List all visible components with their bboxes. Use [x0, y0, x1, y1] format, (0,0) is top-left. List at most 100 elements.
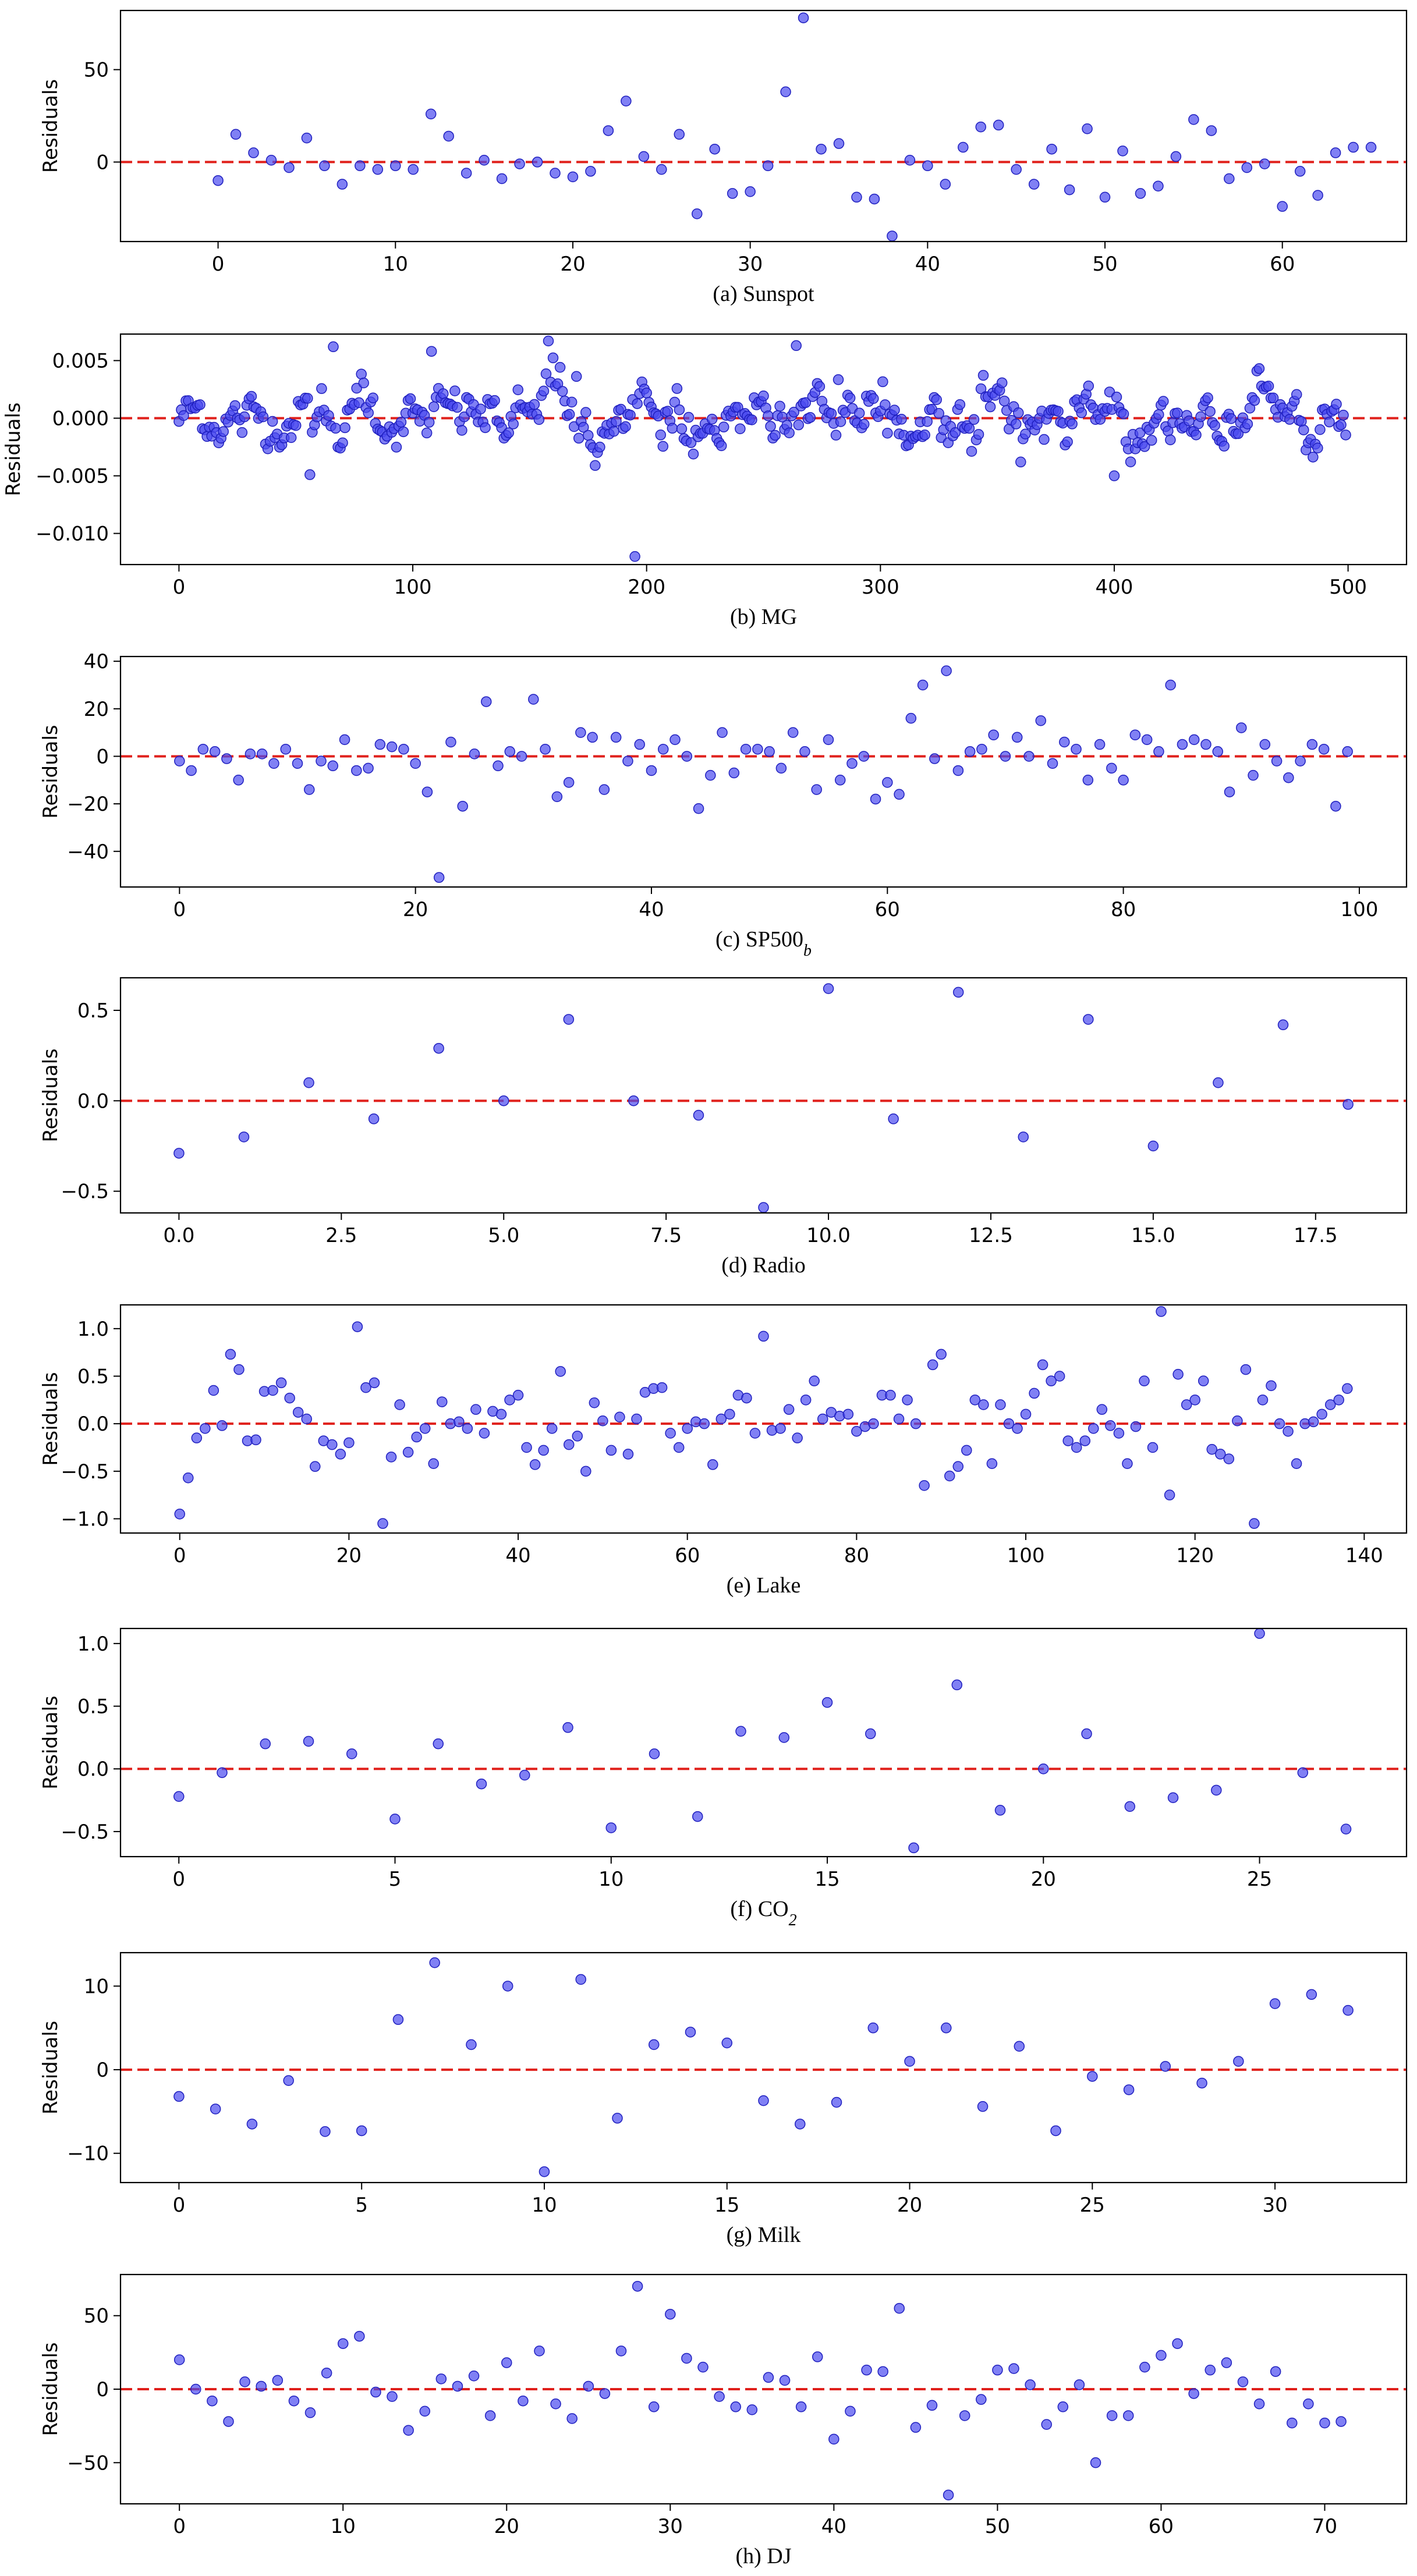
- residual-point: [641, 387, 652, 399]
- residual-point: [1064, 184, 1075, 196]
- residual-point: [1108, 470, 1120, 481]
- residual-point: [608, 425, 619, 437]
- residual-point: [221, 753, 232, 764]
- residual-point: [1259, 158, 1270, 169]
- y-tick-label: 0.5: [77, 1695, 109, 1719]
- residual-point: [1172, 1368, 1184, 1380]
- residual-point: [1071, 743, 1082, 755]
- y-tick-label: 0.000: [52, 407, 109, 431]
- residual-point: [575, 1974, 586, 1985]
- residual-point: [502, 1981, 513, 1992]
- y-tick-label: −0.5: [61, 1180, 109, 1204]
- residual-point: [540, 743, 551, 755]
- residual-point: [534, 2346, 545, 2357]
- residual-point: [1118, 775, 1129, 786]
- residual-point: [799, 746, 810, 757]
- x-tick-label: 80: [844, 1544, 869, 1567]
- x-tick-label: 100: [1340, 898, 1378, 921]
- residual-point: [614, 1411, 625, 1422]
- x-tick-label: 5: [355, 2194, 368, 2217]
- residual-point: [174, 755, 185, 767]
- panel-caption: (f) CO2: [730, 1897, 796, 1929]
- residual-point: [629, 551, 640, 562]
- residual-point: [337, 437, 348, 449]
- residual-point: [780, 86, 791, 97]
- residual-point: [1223, 1453, 1235, 1464]
- x-tick-label: 40: [639, 898, 664, 921]
- y-tick-label: 50: [84, 2305, 109, 2328]
- y-axis-label: Residuals: [39, 1372, 62, 1466]
- residual-point: [316, 755, 327, 767]
- residual-point: [1284, 414, 1295, 425]
- residual-point: [1023, 751, 1035, 762]
- residual-point: [823, 734, 834, 746]
- residual-point: [858, 418, 870, 430]
- residual-point: [1225, 413, 1237, 424]
- residual-point: [280, 743, 291, 755]
- residual-point: [1082, 775, 1094, 786]
- panel-8: 0 10 20 30 40 50 60 70 −50 0 50 Residuals (h) DJ: [39, 2273, 1408, 2568]
- residual-point: [369, 1377, 380, 1389]
- caption-text: (e) Lake: [727, 1573, 801, 1598]
- panel-7: 0 5 10 15 20 25 30 −10 0 10 Residuals (g) Milk: [39, 1951, 1408, 2247]
- residual-point: [225, 1349, 236, 1360]
- residual-point: [367, 392, 379, 404]
- residual-point: [1348, 141, 1359, 153]
- residual-point: [984, 401, 996, 413]
- residual-point: [248, 147, 259, 158]
- residual-point: [1269, 1998, 1281, 2009]
- residual-point: [1291, 1458, 1302, 1470]
- residual-point: [1331, 399, 1342, 410]
- residual-point: [496, 173, 508, 184]
- residual-point: [580, 407, 591, 418]
- residual-point: [877, 2366, 888, 2377]
- residual-point: [770, 430, 781, 441]
- residual-point: [791, 340, 802, 352]
- residual-point: [186, 765, 197, 776]
- panel-2: 0 100 200 300 400 500 −0.010 −0.005 0.000 0.005 Re…: [2, 333, 1408, 629]
- x-tick-label: 20: [1031, 1868, 1056, 1891]
- residual-point: [1181, 1399, 1192, 1410]
- residual-point: [551, 791, 563, 803]
- y-axis-label: Residuals: [39, 79, 62, 173]
- residual-point: [1011, 732, 1023, 743]
- residual-point: [336, 179, 348, 190]
- residual-point: [304, 2407, 316, 2418]
- x-tick-label: 40: [821, 2515, 846, 2538]
- residual-point: [564, 409, 575, 420]
- residual-point: [479, 1428, 490, 1439]
- residual-point: [882, 427, 893, 439]
- residual-point: [669, 396, 681, 408]
- residual-point: [625, 409, 636, 421]
- residual-point: [1177, 739, 1188, 750]
- residual-point: [1196, 2077, 1207, 2089]
- x-tick-label: 500: [1329, 576, 1367, 599]
- residual-point: [1184, 415, 1195, 427]
- residual-point: [212, 175, 224, 186]
- residual-point: [508, 418, 519, 430]
- residual-point: [1081, 1728, 1092, 1740]
- residual-point: [657, 441, 669, 452]
- residual-point: [877, 376, 888, 388]
- residual-point: [1188, 734, 1200, 746]
- residual-point: [1188, 2388, 1199, 2399]
- residual-point: [368, 1113, 380, 1124]
- x-tick-label: 30: [1262, 2194, 1287, 2217]
- residual-point: [405, 393, 416, 405]
- axes-frame: [119, 1951, 1408, 2184]
- residual-point: [674, 129, 685, 140]
- residual-point: [861, 2364, 872, 2376]
- residual-point: [718, 421, 729, 432]
- residual-point: [538, 385, 550, 397]
- y-tick-label: 0.5: [77, 999, 109, 1023]
- caption-text: (c) SP500: [715, 927, 803, 952]
- panel-1: 0 10 20 30 40 50 60 0 50 Residuals (a) Sunspot: [39, 9, 1408, 306]
- x-tick-label: 20: [494, 2515, 519, 2538]
- residual-point: [539, 2166, 550, 2177]
- residual-point: [554, 361, 566, 373]
- residual-point: [638, 151, 650, 162]
- residual-point: [1236, 722, 1247, 733]
- residual-point: [714, 2391, 725, 2402]
- y-tick-label: 10: [84, 1975, 109, 1998]
- x-tick-label: 0: [173, 2194, 186, 2217]
